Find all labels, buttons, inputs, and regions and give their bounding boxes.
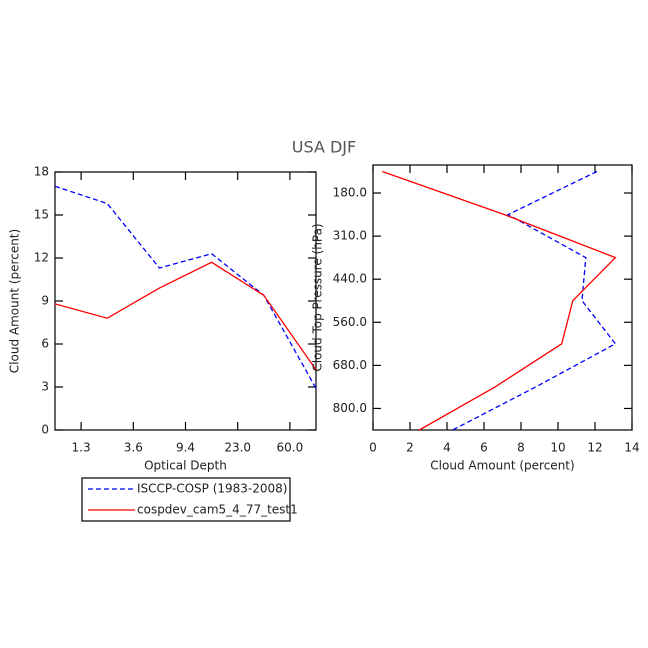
x-tick-label: 9.4 <box>176 441 195 455</box>
x-tick-label: 6 <box>480 441 488 455</box>
x-axis-label: Optical Depth <box>144 459 227 473</box>
series-line <box>452 170 617 431</box>
y-axis-label: Cloud Top Pressure (hPa) <box>311 223 325 371</box>
plot-frame <box>372 164 633 431</box>
y-tick-label: 800.0 <box>333 401 367 415</box>
y-axis-label: Cloud Amount (percent) <box>8 229 22 373</box>
chart-title: USA DJF <box>292 138 356 157</box>
x-axis-label: Cloud Amount (percent) <box>430 459 574 473</box>
y-tick-label: 15 <box>34 208 49 222</box>
x-tick-label: 60.0 <box>277 441 304 455</box>
y-tick-label: 6 <box>41 337 49 351</box>
y-tick-label: 180.0 <box>333 186 367 200</box>
series-line <box>54 261 317 371</box>
legend-label: cospdev_cam5_4_77_test1 <box>137 503 298 517</box>
x-tick-label: 2 <box>406 441 414 455</box>
x-tick-label: 23.0 <box>224 441 251 455</box>
y-tick-label: 9 <box>41 294 49 308</box>
y-tick-label: 560.0 <box>333 315 367 329</box>
y-tick-label: 680.0 <box>333 358 367 372</box>
x-tick-label: 10 <box>550 441 565 455</box>
x-tick-label: 0 <box>369 441 377 455</box>
legend-label: ISCCP-COSP (1983-2008) <box>137 482 287 496</box>
x-tick-label: 4 <box>443 441 451 455</box>
series-line <box>382 170 617 431</box>
x-tick-label: 3.6 <box>124 441 143 455</box>
series-line <box>54 185 317 389</box>
y-tick-label: 3 <box>41 380 49 394</box>
legend-box <box>81 477 291 522</box>
plot-frame <box>54 171 317 431</box>
y-tick-label: 18 <box>34 165 49 179</box>
y-tick-label: 310.0 <box>333 229 367 243</box>
x-tick-label: 12 <box>587 441 602 455</box>
y-tick-label: 0 <box>41 423 49 437</box>
x-tick-label: 1.3 <box>72 441 91 455</box>
x-tick-label: 8 <box>517 441 525 455</box>
y-tick-label: 12 <box>34 251 49 265</box>
y-tick-label: 440.0 <box>333 272 367 286</box>
x-tick-label: 14 <box>624 441 639 455</box>
